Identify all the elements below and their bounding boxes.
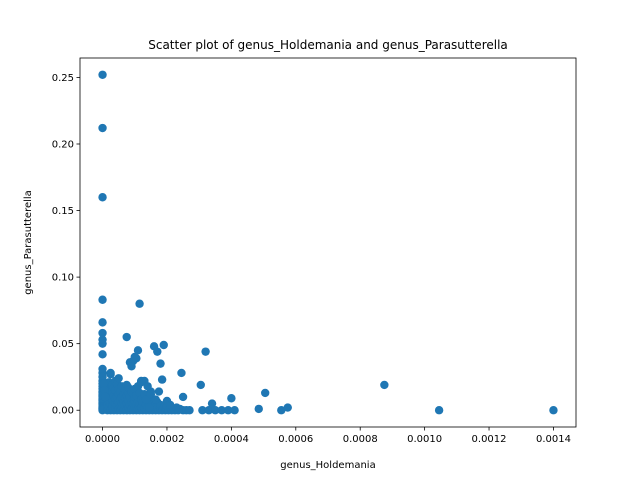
scatter-point	[100, 386, 110, 395]
scatter-point	[283, 403, 292, 412]
x-tick-label: 0.0004	[214, 434, 249, 445]
x-tick-label: 0.0010	[407, 434, 442, 445]
scatter-point	[230, 406, 239, 415]
y-axis: 0.00 0.05 0.10 0.15 0.20 0.25	[52, 73, 80, 417]
points-layer	[98, 70, 558, 415]
x-axis-label: genus_Holdemania	[280, 460, 375, 471]
scatter-point	[277, 406, 286, 415]
y-tick-label: 0.00	[52, 406, 74, 417]
x-tick-label: 0.0002	[149, 434, 184, 445]
scatter-point	[98, 318, 107, 327]
scatter-point	[185, 406, 194, 415]
x-tick-label: 0.0008	[343, 434, 378, 445]
scatter-point	[260, 388, 270, 398]
scatter-point	[380, 380, 389, 390]
scatter-point	[130, 352, 139, 362]
scatter-point	[99, 379, 109, 388]
scatter-point	[549, 406, 558, 415]
y-tick-label: 0.25	[52, 73, 74, 84]
scatter-point	[98, 350, 107, 359]
scatter-point	[114, 374, 123, 383]
scatter-point	[223, 406, 233, 415]
y-tick-label: 0.05	[52, 339, 74, 350]
scatter-point	[207, 399, 217, 408]
scatter-point	[156, 359, 165, 368]
scatter-point	[135, 299, 144, 308]
scatter-point	[98, 123, 107, 133]
scatter-point	[141, 395, 151, 404]
scatter-point	[145, 403, 154, 412]
plot-frame	[79, 57, 577, 428]
scatter-point	[434, 406, 444, 415]
x-tick-label: 0.0000	[85, 434, 120, 445]
scatter-point	[153, 347, 162, 356]
x-tick-label: 0.0012	[472, 434, 507, 445]
scatter-point	[98, 328, 107, 338]
scatter-point	[100, 392, 110, 402]
scatter-point	[159, 340, 168, 350]
scatter-point	[198, 406, 207, 415]
scatter-point	[98, 70, 107, 79]
scatter-point	[254, 404, 263, 414]
chart-title: Scatter plot of genus_Holdemania and gen…	[148, 38, 508, 52]
y-tick-label: 0.10	[52, 273, 74, 284]
scatter-point	[227, 394, 236, 403]
scatter-point	[157, 375, 167, 384]
scatter-point	[196, 380, 205, 390]
x-tick-label: 0.0006	[278, 434, 313, 445]
scatter-point	[133, 346, 143, 355]
scatter-point	[151, 395, 160, 404]
scatter-point	[217, 406, 226, 415]
scatter-point	[178, 392, 188, 402]
scatter-point	[143, 382, 152, 391]
scatter-point	[204, 406, 214, 415]
scatter-point	[201, 347, 210, 356]
x-axis: 0.0000 0.0002 0.0004 0.0006 0.0008 0.0010 0.00…	[85, 427, 571, 445]
scatter-point	[146, 390, 156, 399]
scatter-point	[98, 193, 107, 202]
scatter-point	[177, 368, 186, 378]
scatter-point	[136, 378, 146, 387]
scatter-point	[165, 400, 175, 410]
scatter-point	[98, 295, 107, 304]
y-axis-label: genus_Parasutterella	[23, 190, 34, 295]
scatter-point	[106, 368, 115, 378]
scatter-point	[154, 387, 164, 396]
x-tick-label: 0.0014	[536, 434, 571, 445]
y-tick-label: 0.15	[52, 206, 74, 217]
scatter-point	[98, 339, 107, 348]
scatter-point	[211, 406, 220, 415]
scatter-point	[127, 362, 136, 371]
scatter-point	[122, 332, 131, 342]
y-tick-label: 0.20	[52, 139, 74, 150]
